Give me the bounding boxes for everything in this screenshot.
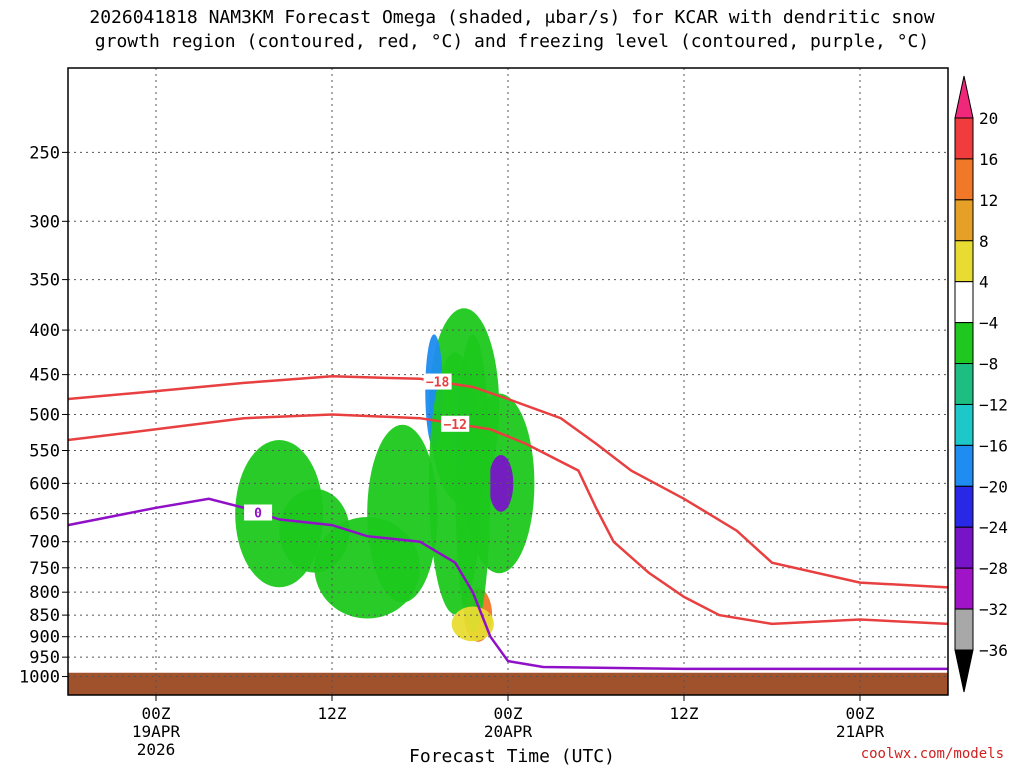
x-tick-label-2: 00Z bbox=[494, 704, 523, 723]
x-tick-date-0: 19APR bbox=[132, 722, 181, 741]
colorbar-label-1: 16 bbox=[979, 150, 998, 169]
x-tick-label-3: 12Z bbox=[670, 704, 699, 723]
omega-region-8 bbox=[428, 352, 482, 615]
colorbar-label-4: 4 bbox=[979, 273, 989, 292]
y-tick-label-250: 250 bbox=[29, 143, 60, 163]
omega-region-12 bbox=[367, 424, 438, 603]
y-tick-label-850: 850 bbox=[29, 606, 60, 626]
omega-region-9 bbox=[451, 606, 494, 642]
colorbar-label-11: −28 bbox=[979, 559, 1008, 578]
colorbar-bin-6 bbox=[954, 363, 974, 405]
isotherm-minus-18-label: −18 bbox=[426, 376, 450, 391]
colorbar-label-3: 8 bbox=[979, 232, 989, 251]
colorbar-bin-5 bbox=[954, 322, 974, 365]
isotherm-minus-12-line bbox=[67, 413, 949, 626]
y-tick-label-950: 950 bbox=[29, 648, 60, 668]
isotherm-minus-12-label-bg bbox=[441, 415, 470, 432]
colorbar-label-0: 20 bbox=[979, 109, 998, 128]
colorbar-label-9: −20 bbox=[979, 477, 1008, 496]
colorbar-label-13: −36 bbox=[979, 641, 1008, 660]
chart-title-2: growth region (contoured, red, °C) and f… bbox=[94, 31, 930, 52]
colorbar-bin-8 bbox=[954, 444, 974, 487]
footer-url: coolwx.com/models bbox=[860, 746, 1004, 762]
y-tick-label-500: 500 bbox=[29, 405, 60, 425]
isotherm-minus-18-label-bg bbox=[423, 373, 452, 390]
x-tick-label-4: 00Z bbox=[846, 704, 875, 723]
y-tick-label-700: 700 bbox=[29, 533, 60, 553]
isotherm-minus-12-label: −12 bbox=[443, 418, 466, 433]
freezing-level-0-line bbox=[67, 497, 948, 671]
y-tick-label-600: 600 bbox=[29, 474, 60, 494]
colorbar-bin-9 bbox=[954, 485, 974, 528]
y-tick-label-800: 800 bbox=[29, 583, 60, 603]
colorbar-bottom-arrow bbox=[954, 649, 974, 693]
colorbar-label-5: −4 bbox=[979, 314, 998, 333]
colorbar-bin-0 bbox=[954, 117, 974, 160]
terrain-bar bbox=[68, 672, 948, 695]
colorbar-label-10: −24 bbox=[979, 518, 1008, 537]
colorbar-bin-10 bbox=[954, 526, 974, 569]
colorbar-label-2: 12 bbox=[979, 191, 998, 210]
colorbar-bin-11 bbox=[954, 567, 974, 610]
x-tick-label-1: 12Z bbox=[318, 704, 347, 723]
colorbar-bin-4 bbox=[954, 281, 974, 324]
colorbar-bin-7 bbox=[954, 403, 974, 446]
freezing-level-0-label: 0 bbox=[254, 507, 262, 522]
y-tick-label-550: 550 bbox=[29, 442, 60, 462]
colorbar-bin-2 bbox=[954, 199, 974, 242]
x-tick-date-2: 20APR bbox=[484, 722, 533, 741]
colorbar-top-arrow bbox=[954, 75, 974, 119]
plot-frame bbox=[67, 67, 949, 696]
y-tick-label-300: 300 bbox=[29, 212, 60, 232]
y-tick-label-750: 750 bbox=[29, 559, 60, 579]
x-tick-label-0: 00Z bbox=[142, 704, 171, 723]
y-tick-label-350: 350 bbox=[29, 271, 60, 291]
colorbar-label-12: −32 bbox=[979, 600, 1008, 619]
colorbar-bin-12 bbox=[954, 608, 974, 651]
colorbar-bin-3 bbox=[954, 240, 974, 283]
x-axis-label: Forecast Time (UTC) bbox=[409, 746, 615, 767]
colorbar-label-6: −8 bbox=[979, 355, 998, 374]
x-tick-year-0: 2026 bbox=[137, 740, 176, 759]
y-tick-label-650: 650 bbox=[29, 505, 60, 525]
colorbar-bin-1 bbox=[954, 158, 974, 201]
y-tick-label-900: 900 bbox=[29, 628, 60, 648]
chart-title-1: 2026041818 NAM3KM Forecast Omega (shaded… bbox=[89, 7, 935, 28]
y-tick-label-450: 450 bbox=[29, 366, 60, 386]
y-tick-label-1000: 1000 bbox=[19, 668, 60, 688]
y-tick-label-400: 400 bbox=[29, 321, 60, 341]
isotherm-minus-18-line bbox=[67, 375, 949, 589]
colorbar-label-7: −12 bbox=[979, 395, 1008, 414]
x-tick-date-4: 21APR bbox=[836, 722, 885, 741]
freezing-level-0-label-bg bbox=[244, 504, 273, 521]
colorbar-label-8: −16 bbox=[979, 436, 1008, 455]
